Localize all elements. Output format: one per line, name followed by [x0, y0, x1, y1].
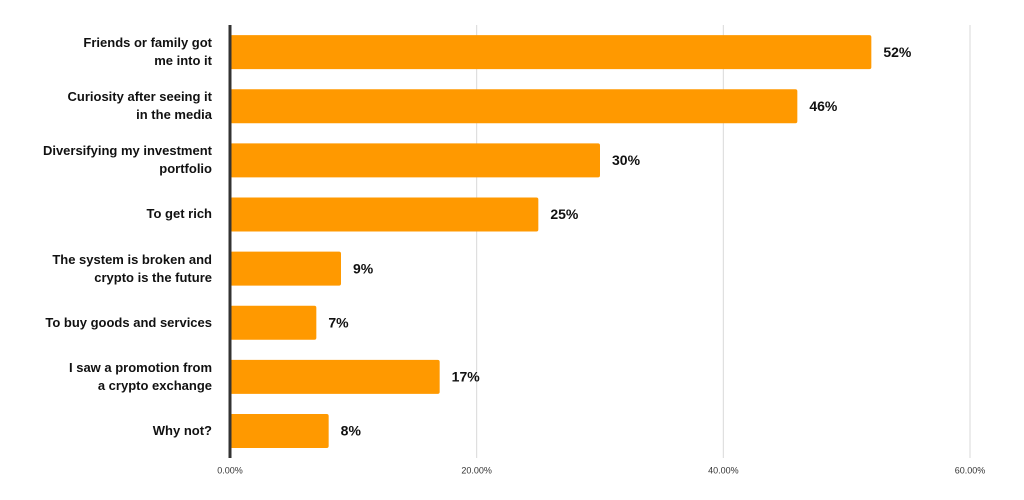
value-label: 52% — [883, 44, 912, 60]
value-label: 46% — [809, 98, 838, 114]
bar — [230, 197, 539, 232]
bar — [230, 35, 872, 70]
bar — [230, 359, 440, 394]
value-label: 9% — [353, 260, 374, 276]
x-tick-label: 40.00% — [708, 465, 739, 475]
bar — [230, 251, 341, 286]
y-tick-label: Friends or family got me into it — [83, 35, 212, 69]
x-tick-label: 20.00% — [461, 465, 492, 475]
y-tick-label: To get rich — [146, 206, 212, 222]
y-tick-label: To buy goods and services — [45, 314, 212, 330]
y-tick-label: I saw a promotion from a crypto exchange — [68, 359, 212, 393]
value-label: 8% — [341, 423, 362, 439]
value-label: 17% — [452, 369, 481, 385]
value-label: 7% — [328, 314, 349, 330]
value-label: 30% — [612, 152, 641, 168]
y-tick-label: Curiosity after seeing it in the media — [67, 89, 212, 123]
y-tick-label: The system is broken and crypto is the f… — [52, 251, 212, 285]
y-tick-label: Why not? — [152, 422, 212, 438]
value-label: 25% — [550, 206, 579, 222]
y-tick-label: Diversifying my investment portfolio — [42, 143, 212, 177]
x-tick-label: 60.00% — [955, 465, 986, 475]
x-tick-label: 0.00% — [217, 465, 243, 475]
bar — [230, 413, 329, 448]
bar — [230, 89, 798, 124]
bar — [230, 305, 317, 340]
bar — [230, 143, 600, 178]
